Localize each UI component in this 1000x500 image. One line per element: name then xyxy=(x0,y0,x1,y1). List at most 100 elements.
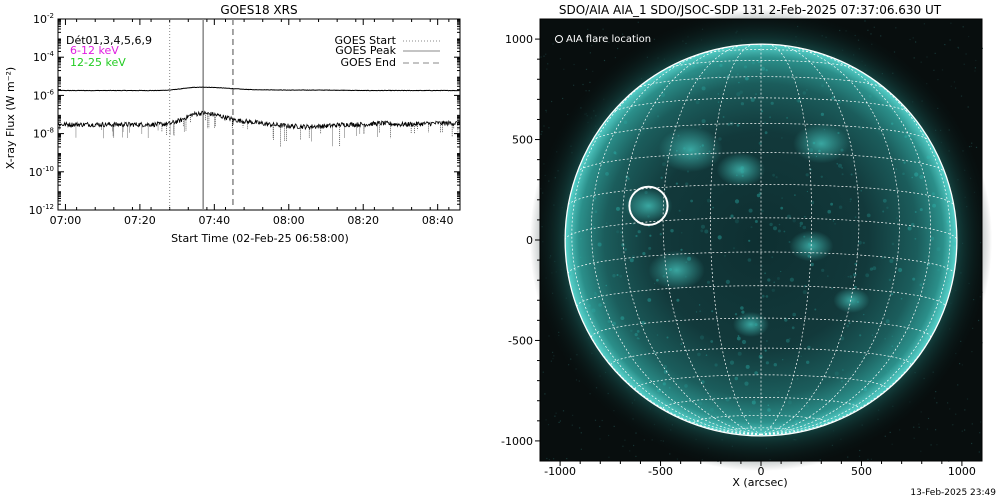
noise-speck xyxy=(847,456,849,458)
coronal-speck xyxy=(821,268,825,272)
noise-speck xyxy=(553,355,555,357)
noise-speck xyxy=(920,61,922,63)
coronal-speck xyxy=(849,275,853,279)
noise-speck xyxy=(579,427,581,429)
x-tick-label: 08:40 xyxy=(422,214,454,227)
coronal-speck xyxy=(946,213,948,215)
coronal-speck xyxy=(705,354,708,357)
x-tick-label: -1000 xyxy=(544,465,576,478)
noise-speck xyxy=(964,409,966,411)
series-line xyxy=(57,86,460,92)
noise-speck xyxy=(599,438,601,440)
coronal-speck xyxy=(872,388,876,393)
coronal-speck xyxy=(706,198,711,203)
coronal-speck xyxy=(781,137,783,139)
y-tick-label: 500 xyxy=(512,134,533,147)
plot-frame xyxy=(57,18,461,211)
noise-speck xyxy=(543,55,545,57)
coronal-speck xyxy=(714,363,718,367)
coronal-speck xyxy=(638,338,640,340)
coronal-speck xyxy=(799,225,802,227)
coronal-speck xyxy=(670,229,674,233)
coronal-speck xyxy=(911,222,915,227)
legend-band-high: 12-25 keV xyxy=(70,56,126,69)
coronal-speck xyxy=(699,146,702,148)
coronal-speck xyxy=(780,270,782,273)
coronal-speck xyxy=(834,222,837,225)
coronal-speck xyxy=(699,335,705,340)
coronal-speck xyxy=(701,119,706,124)
noise-speck xyxy=(547,63,549,65)
series-line xyxy=(57,110,460,131)
noise-speck xyxy=(575,379,578,381)
coronal-speck xyxy=(908,129,911,131)
coronal-speck xyxy=(630,329,633,332)
coronal-speck xyxy=(911,176,913,179)
noise-speck xyxy=(978,319,980,322)
y-tick-exponent: -2 xyxy=(47,12,54,20)
coronal-speck xyxy=(810,168,812,171)
coronal-speck xyxy=(832,220,835,222)
noise-speck xyxy=(563,68,565,70)
coronal-speck xyxy=(794,419,799,424)
noise-speck xyxy=(965,53,967,55)
noise-speck xyxy=(599,425,601,428)
coronal-speck xyxy=(718,137,722,141)
coronal-speck xyxy=(656,115,660,118)
x-tick-label: 07:40 xyxy=(198,214,230,227)
coronal-speck xyxy=(767,278,771,282)
noise-speck xyxy=(622,33,624,35)
coronal-speck xyxy=(712,206,714,209)
coronal-speck xyxy=(809,237,812,240)
coronal-speck xyxy=(623,120,628,125)
legend-goes-peak: GOES Peak xyxy=(335,44,396,57)
y-tick-exponent: -10 xyxy=(43,165,54,173)
noise-speck xyxy=(933,69,935,71)
noise-speck xyxy=(949,408,951,410)
coronal-speck xyxy=(591,308,596,313)
coronal-speck xyxy=(837,99,841,104)
noise-speck xyxy=(566,458,568,460)
coronal-speck xyxy=(771,288,775,292)
noise-speck xyxy=(955,413,957,415)
noise-speck xyxy=(873,26,875,28)
noise-speck xyxy=(622,445,624,447)
noise-speck xyxy=(913,57,915,59)
noise-speck xyxy=(870,458,872,460)
noise-speck xyxy=(967,106,969,108)
coronal-speck xyxy=(769,116,771,119)
coronal-speck xyxy=(919,143,922,146)
coronal-speck xyxy=(907,227,910,229)
noise-speck xyxy=(952,424,954,426)
noise-speck xyxy=(595,42,597,44)
longitude-line xyxy=(564,239,762,435)
coronal-speck xyxy=(607,320,611,323)
coronal-speck xyxy=(791,326,795,330)
noise-speck xyxy=(617,47,619,50)
coronal-speck xyxy=(675,182,679,185)
coronal-speck xyxy=(736,92,741,97)
coronal-speck xyxy=(806,190,809,193)
coronal-speck xyxy=(886,206,889,209)
noise-speck xyxy=(957,46,959,48)
noise-speck xyxy=(553,458,555,460)
noise-speck xyxy=(603,59,606,62)
coronal-speck xyxy=(631,255,636,259)
coronal-speck xyxy=(594,210,598,213)
noise-speck xyxy=(624,439,626,441)
coronal-speck xyxy=(778,223,781,226)
coronal-speck xyxy=(701,86,706,91)
active-region xyxy=(716,152,766,187)
coronal-speck xyxy=(866,213,871,218)
coronal-speck xyxy=(820,112,825,116)
right-chart-title: SDO/AIA AIA_1 SDO/JSOC-SDP 131 2-Feb-202… xyxy=(558,3,942,17)
coronal-speck xyxy=(587,304,591,307)
coronal-speck xyxy=(684,384,688,388)
coronal-speck xyxy=(872,266,877,271)
latitude-line xyxy=(662,397,860,409)
noise-speck xyxy=(552,351,554,353)
coronal-speck xyxy=(952,241,957,246)
coronal-speck xyxy=(783,230,786,233)
active-region xyxy=(833,287,870,313)
y-tick-exponent: -8 xyxy=(47,127,54,135)
